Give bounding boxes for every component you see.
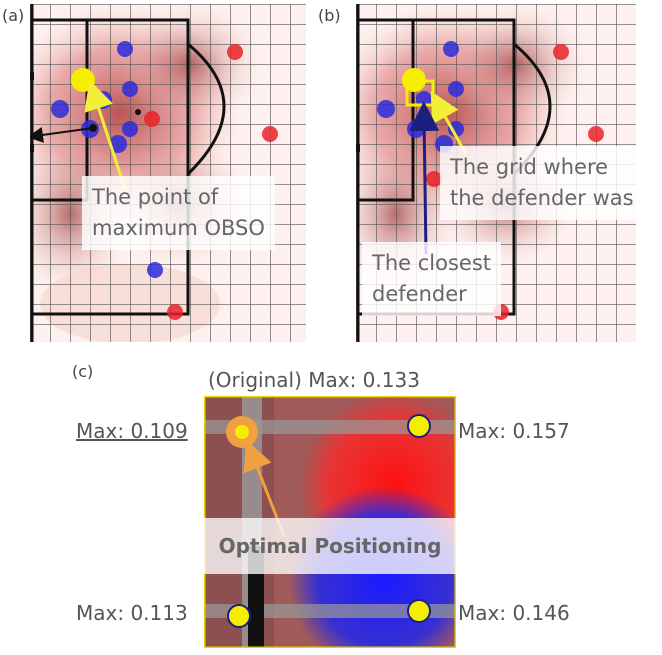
panel-a-pitch bbox=[30, 4, 306, 342]
panel-a-note: The point of maximum OBSO bbox=[82, 176, 275, 250]
panel-c-top-left: Max: 0.109 bbox=[76, 419, 188, 443]
optimal-positioning-label: Optimal Positioning bbox=[204, 518, 456, 574]
panel-b-note-grid-line1: The grid where bbox=[450, 155, 609, 179]
panel-c-tag: (c) bbox=[72, 362, 94, 381]
panel-b-note-defender-line2: defender bbox=[372, 282, 467, 306]
panel-c-title: (Original) Max: 0.133 bbox=[208, 368, 420, 392]
panel-c-top-right: Max: 0.157 bbox=[458, 419, 570, 443]
panel-c-bottom-left: Max: 0.113 bbox=[76, 601, 188, 625]
panel-a-note-line1: The point of bbox=[92, 185, 219, 209]
panel-b-note-defender: The closest defender bbox=[362, 242, 501, 316]
panel-b-note-grid-line2: the defender was bbox=[450, 186, 634, 210]
panel-a-note-line2: maximum OBSO bbox=[92, 216, 265, 240]
panel-b-note-defender-line1: The closest bbox=[372, 251, 491, 275]
panel-b-tag: (b) bbox=[318, 6, 341, 25]
panel-b-note-grid: The grid where the defender was bbox=[440, 146, 644, 220]
panel-c-bottom-right: Max: 0.146 bbox=[458, 601, 570, 625]
panel-a-tag: (a) bbox=[2, 6, 25, 25]
